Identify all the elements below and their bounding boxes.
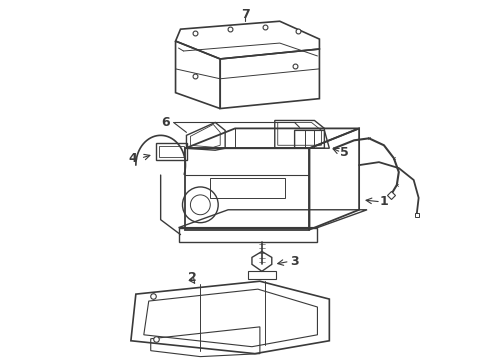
Text: 7: 7 bbox=[241, 8, 249, 21]
Text: 1: 1 bbox=[380, 195, 388, 208]
Text: 5: 5 bbox=[340, 146, 348, 159]
Text: 3: 3 bbox=[290, 255, 299, 268]
Text: 6: 6 bbox=[161, 116, 170, 129]
Text: 4: 4 bbox=[128, 152, 137, 165]
Text: 2: 2 bbox=[188, 271, 197, 284]
